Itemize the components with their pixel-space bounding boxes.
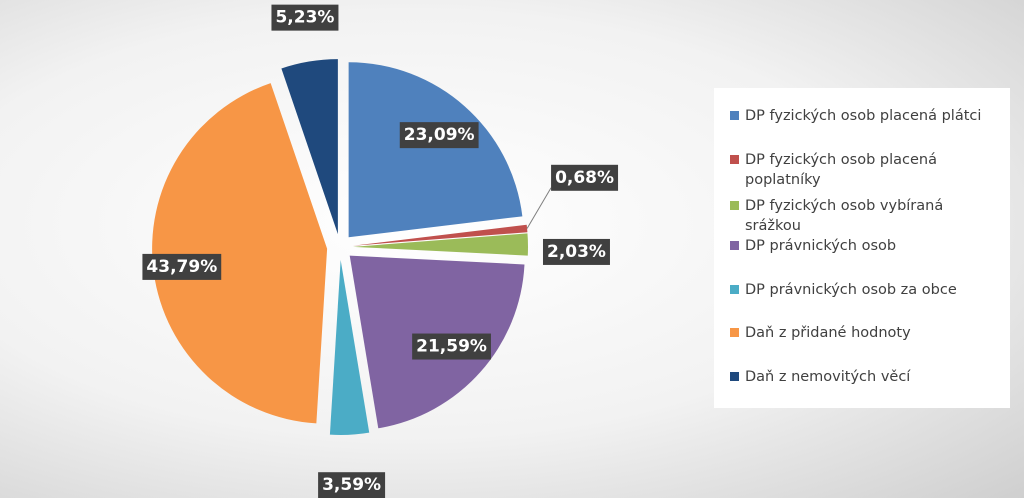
legend-swatch [730, 328, 739, 337]
legend-swatch [730, 285, 739, 294]
legend: DP fyzických osob placená plátci DP fyzi… [714, 88, 1010, 408]
legend-swatch [730, 241, 739, 250]
legend-item: DP právnických osob za obce [730, 280, 1000, 300]
data-label-text: 21,59% [416, 337, 487, 357]
data-label: 3,59% [318, 472, 386, 498]
data-label-box [551, 164, 619, 191]
labels-layer: 23,09% 0,68% 2,03% 21,59% 3,59% 43,79% 5,23% [142, 4, 619, 498]
legend-item: DP fyzických osob vybíraná srážkou [730, 196, 1000, 236]
data-label-box [412, 333, 491, 360]
legend-label: DP právnických osob za obce [745, 282, 957, 298]
data-label: 21,59% [412, 333, 491, 360]
legend-item: DP právnických osob [730, 236, 1000, 256]
pie-slice [281, 59, 338, 235]
data-label-box [318, 472, 386, 498]
legend-swatch [730, 372, 739, 381]
data-label-box [542, 238, 610, 265]
leader-line [526, 187, 552, 229]
data-label-text: 2,03% [547, 242, 606, 262]
data-label-text: 0,68% [555, 168, 614, 188]
pie-slice [152, 83, 328, 424]
legend-swatch [730, 111, 739, 120]
pie-slice [352, 233, 528, 256]
legend-swatch [730, 201, 739, 210]
pie-slice [348, 62, 523, 238]
data-label-box [271, 4, 339, 31]
legend-label: DP právnických osob [745, 238, 897, 254]
data-label: 23,09% [399, 122, 479, 149]
data-label-text: 43,79% [146, 257, 217, 277]
data-label-text: 5,23% [275, 8, 334, 28]
legend-item: DP fyzických osob placená plátci [730, 106, 1000, 126]
data-label-box [399, 122, 479, 149]
legend-label: DP fyzických osob placená plátci [745, 108, 982, 124]
pie-slice [329, 259, 370, 435]
pie-slice [352, 224, 528, 246]
slices-layer [152, 59, 528, 435]
legend-item: DP fyzických osob placená poplatníky [730, 150, 1000, 190]
legend-item: Daň z přidané hodnoty [730, 323, 1000, 343]
data-label-text: 3,59% [322, 475, 381, 495]
legend-label: Daň z přidané hodnoty [745, 325, 911, 341]
legend-label: Daň z nemovitých věcí [745, 369, 911, 385]
legend-swatch [730, 155, 739, 164]
data-label-box [142, 253, 222, 280]
data-label: 5,23% [271, 4, 339, 31]
legend-item: Daň z nemovitých věcí [730, 367, 1000, 387]
data-label: 43,79% [142, 253, 222, 280]
legend-label: DP fyzických osob vybíraná srážkou [745, 198, 944, 234]
data-label: 2,03% [542, 238, 610, 265]
legend-label: DP fyzických osob placená poplatníky [745, 152, 937, 188]
data-label: 0,68% [551, 164, 619, 191]
data-label-text: 23,09% [404, 125, 475, 145]
